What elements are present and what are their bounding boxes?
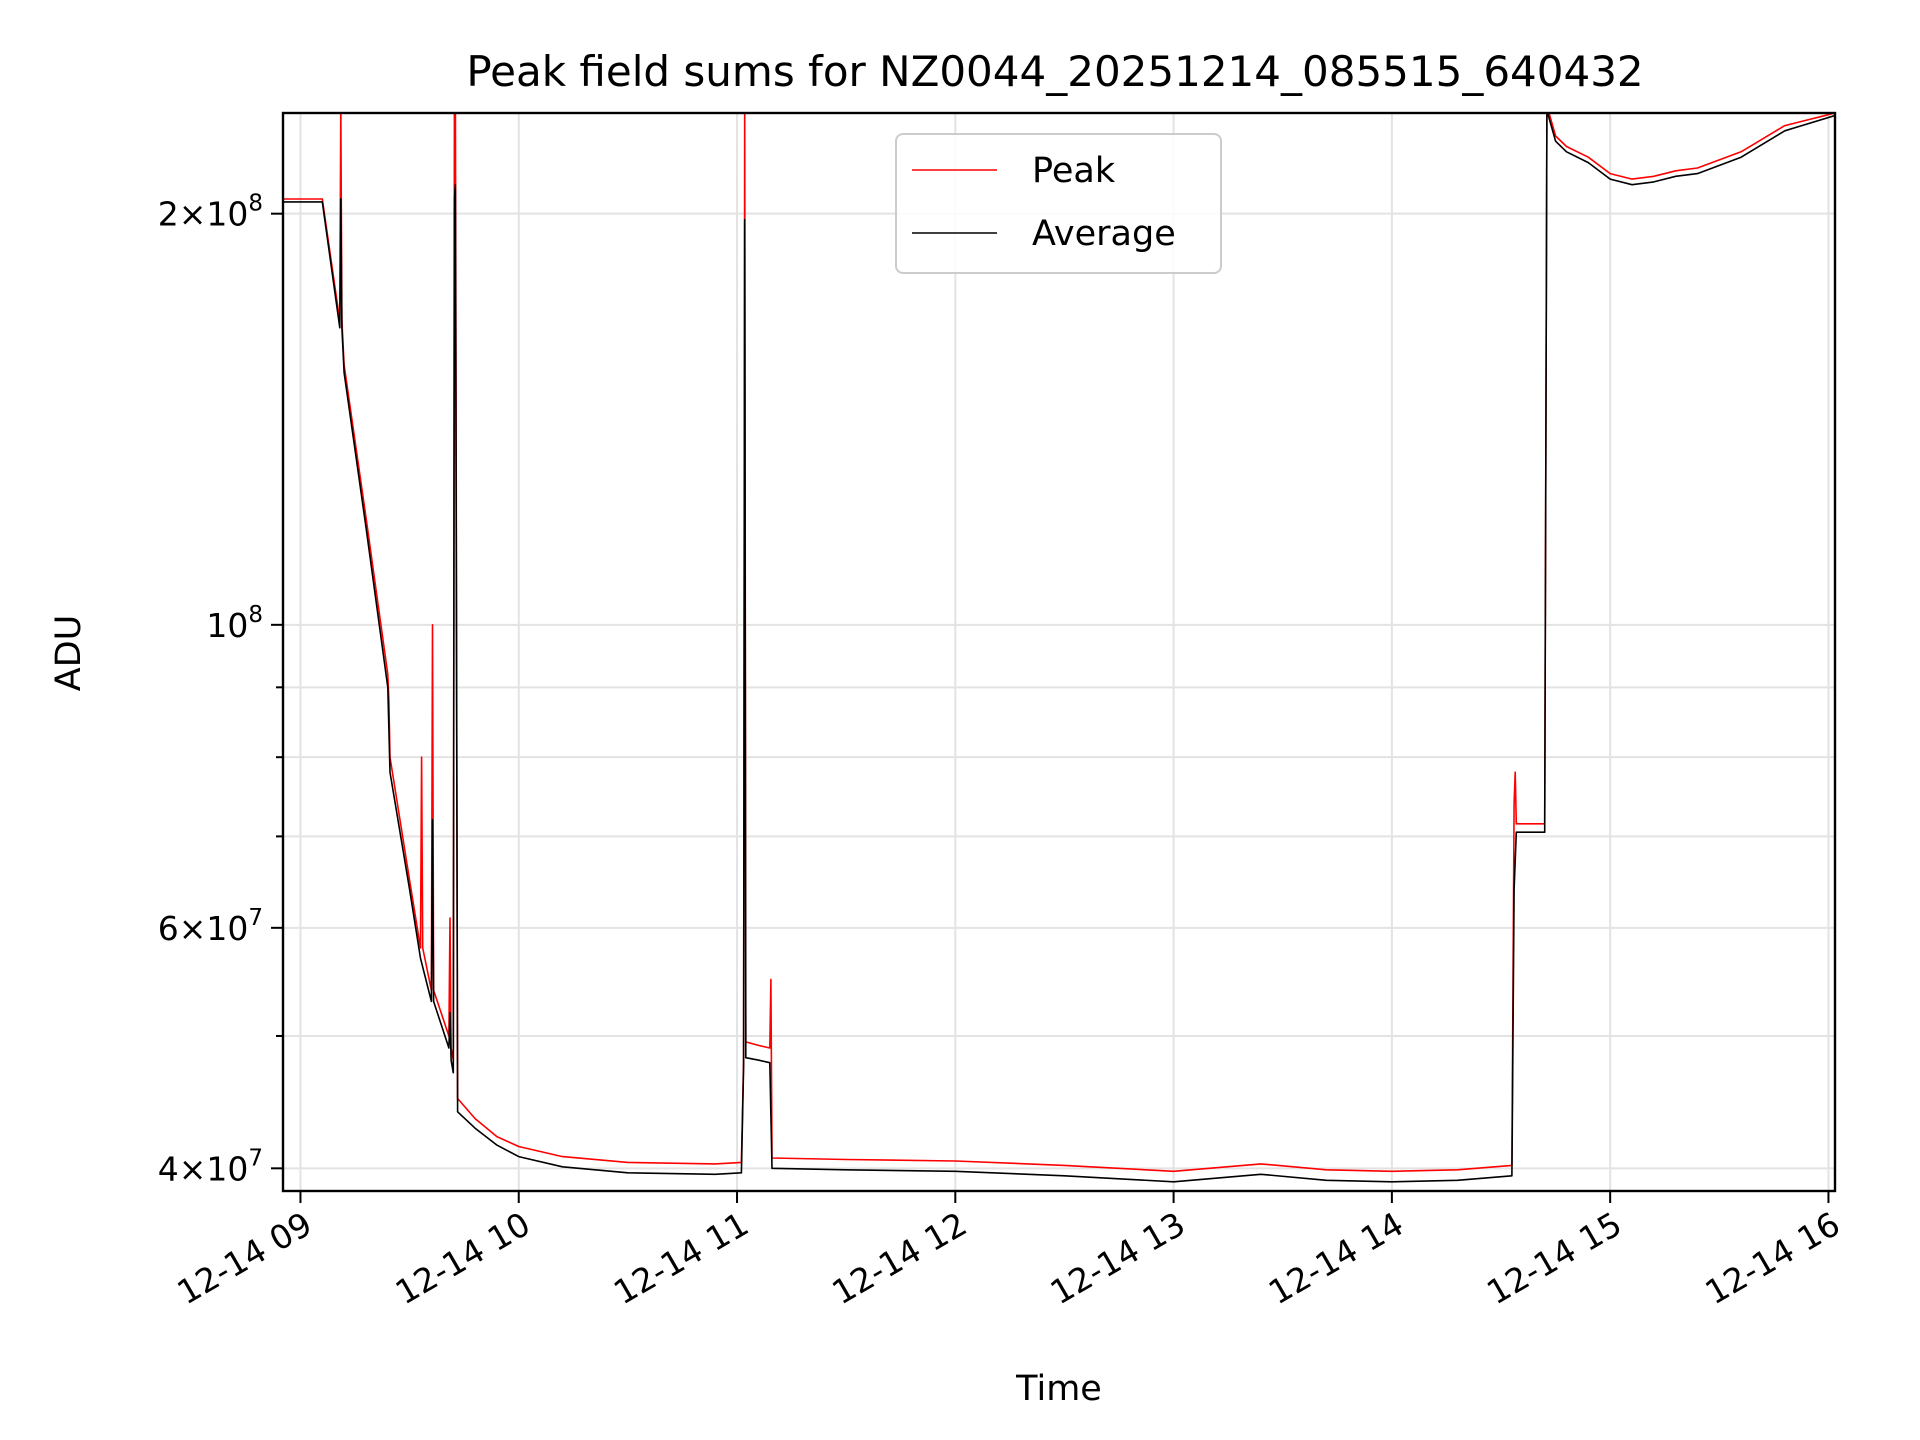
grid — [283, 113, 1835, 1191]
x-tick-label: 12-14 16 — [1698, 1204, 1846, 1312]
legend: Peak Average — [895, 133, 1222, 274]
plot-frame — [281, 111, 1837, 1193]
series-line-average — [283, 113, 1835, 1183]
y-axis-label: ADU — [49, 615, 89, 692]
y-tick-label: 2×108 — [158, 191, 263, 234]
x-tick-label: 12-14 13 — [1044, 1204, 1192, 1312]
x-tick-label: 12-14 10 — [389, 1204, 537, 1312]
y-tick-label: 108 — [206, 602, 263, 645]
x-tick-label: 12-14 12 — [825, 1204, 973, 1312]
ticks: 12-14 09 12-14 10 12-14 11 12-14 12 12-14 13… — [158, 191, 1847, 1312]
x-tick-label: 12-14 14 — [1262, 1204, 1410, 1312]
y-tick-label: 4×107 — [158, 1145, 263, 1188]
x-tick-label: 12-14 11 — [607, 1204, 755, 1312]
x-tick-label: 12-14 09 — [170, 1204, 318, 1312]
chart-title: Peak field sums for NZ0044_20251214_0855… — [466, 47, 1643, 96]
series-layer — [283, 113, 1835, 1183]
legend-label-average: Average — [1032, 214, 1176, 254]
y-tick-label: 6×107 — [158, 905, 263, 948]
legend-label-peak: Peak — [1032, 151, 1116, 191]
legend-box — [895, 133, 1222, 274]
x-tick-label: 12-14 15 — [1480, 1204, 1628, 1312]
x-axis-label: Time — [1015, 1369, 1102, 1409]
